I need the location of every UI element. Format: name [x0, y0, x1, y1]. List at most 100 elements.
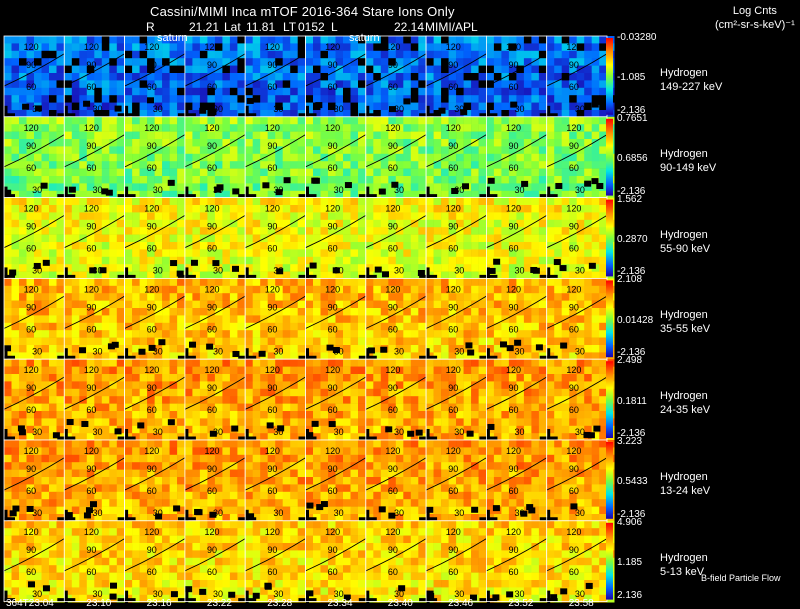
- panel-cell: 120 90 60 30: [539, 520, 615, 609]
- contour-label: 120: [24, 365, 39, 375]
- contour-label: 90: [207, 141, 217, 151]
- colorbar: [606, 118, 613, 196]
- contour-label: 30: [575, 185, 585, 195]
- contour-label: 120: [506, 527, 521, 537]
- contour-label: 60: [509, 82, 519, 92]
- contour-label: 60: [267, 567, 277, 577]
- contour-label: 30: [213, 427, 223, 437]
- contour-label: 30: [32, 266, 42, 276]
- contour-label: 120: [265, 204, 280, 214]
- colorbar-max-label: 4.906: [617, 516, 643, 528]
- contour-label: 90: [86, 141, 96, 151]
- contour-label: 90: [448, 302, 458, 312]
- contour-label: 60: [26, 163, 36, 173]
- panel-cell: 120 90 60 30: [238, 358, 313, 447]
- contour-label: 90: [388, 141, 398, 151]
- contour-label: 120: [24, 123, 39, 133]
- colorbar-units: Log Cnts (cm²-sr-s-keV)⁻¹: [715, 4, 795, 32]
- band-label: Hydrogen 5-13 keV: [660, 551, 708, 579]
- colorbar-min-label: -2.136: [617, 347, 646, 359]
- panel-cell: 120 90 60 30: [479, 520, 555, 609]
- contour-label: 60: [26, 567, 36, 577]
- r-value: 21.21: [189, 20, 220, 34]
- contour-label: 30: [273, 508, 283, 518]
- panel-cell: 120 90 60 30: [419, 520, 494, 609]
- colorbar: [606, 361, 613, 438]
- contour-label: 90: [147, 60, 157, 70]
- contour-label: 60: [267, 163, 277, 173]
- contour-label: 60: [267, 405, 277, 415]
- colorbar-mid-label: 0.5433: [617, 476, 648, 488]
- colorbar-min-label: -2.136: [617, 508, 646, 520]
- contour-label: 30: [515, 346, 525, 356]
- contour-label: 90: [328, 60, 338, 70]
- contour-label: 60: [86, 567, 96, 577]
- contour-label: 90: [569, 222, 579, 232]
- contour-label: 120: [566, 123, 581, 133]
- contour-label: 60: [509, 324, 519, 334]
- colorbar-min-label: 2.136: [617, 589, 643, 601]
- contour-label: 120: [385, 123, 400, 133]
- panel-cell: 120 90 60 30: [177, 358, 253, 447]
- contour-label: 90: [26, 302, 36, 312]
- time-tick-label: 23:40: [387, 598, 413, 609]
- contour-label: 120: [506, 365, 521, 375]
- contour-label: 90: [448, 545, 458, 555]
- contour-label: 60: [569, 567, 579, 577]
- contour-label: 120: [446, 365, 461, 375]
- contour-label: 90: [328, 464, 338, 474]
- contour-label: 60: [509, 567, 519, 577]
- time-tick-label: 23:28: [267, 598, 293, 609]
- contour-label: 30: [394, 589, 404, 599]
- contour-label: 90: [388, 302, 398, 312]
- contour-label: 30: [32, 104, 42, 114]
- contour-label: 30: [394, 346, 404, 356]
- contour-label: 120: [144, 284, 159, 294]
- contour-label: 60: [328, 163, 338, 173]
- contour-label: 30: [153, 266, 163, 276]
- contour-label: 90: [147, 141, 157, 151]
- contour-label: 30: [454, 508, 464, 518]
- contour-label: 30: [92, 104, 102, 114]
- contour-label: 90: [26, 222, 36, 232]
- species-label: Hydrogen: [660, 147, 708, 160]
- contour-label: 60: [388, 324, 398, 334]
- contour-label: 60: [26, 82, 36, 92]
- panel-cell: 120 90 60 30: [298, 358, 374, 447]
- contour-label: 120: [205, 42, 220, 52]
- contour-label: 60: [448, 324, 458, 334]
- contour-label: 60: [207, 567, 217, 577]
- colorbar-mid-label: 0.01428: [617, 314, 654, 326]
- contour-label: 60: [328, 244, 338, 254]
- contour-label: 60: [448, 567, 458, 577]
- contour-label: 90: [448, 141, 458, 151]
- contour-label: 120: [446, 446, 461, 456]
- contour-label: 30: [92, 589, 102, 599]
- panel-cell: 120 90 60 30: [57, 116, 133, 205]
- contour-label: 30: [334, 508, 344, 518]
- contour-label: 30: [153, 427, 163, 437]
- contour-label: 30: [213, 346, 223, 356]
- colorbar-max-label: 1.562: [617, 193, 643, 205]
- l-label: L: [331, 20, 338, 34]
- contour-label: 30: [515, 185, 525, 195]
- contour-label: 30: [515, 508, 525, 518]
- panel-cell: 120 90 60 30: [479, 439, 555, 528]
- contour-label: 60: [388, 82, 398, 92]
- panel-cell: 120 90 60 30: [57, 520, 133, 609]
- contour-label: 90: [509, 222, 519, 232]
- contour-label: 90: [569, 464, 579, 474]
- contour-label: 120: [144, 204, 159, 214]
- colorbar: [606, 38, 613, 115]
- contour-label: 90: [267, 60, 277, 70]
- contour-label: 120: [265, 365, 280, 375]
- contour-label: 60: [26, 486, 36, 496]
- time-tick-label: 23:46: [448, 598, 474, 609]
- contour-label: 60: [86, 486, 96, 496]
- panel-cell: 120 90 60 30: [0, 520, 72, 609]
- contour-label: 90: [207, 464, 217, 474]
- lat-value: 11.81: [246, 20, 276, 34]
- panel-cell: 120 90 60 30: [358, 197, 434, 286]
- contour-label: 120: [24, 284, 39, 294]
- contour-label: 60: [328, 486, 338, 496]
